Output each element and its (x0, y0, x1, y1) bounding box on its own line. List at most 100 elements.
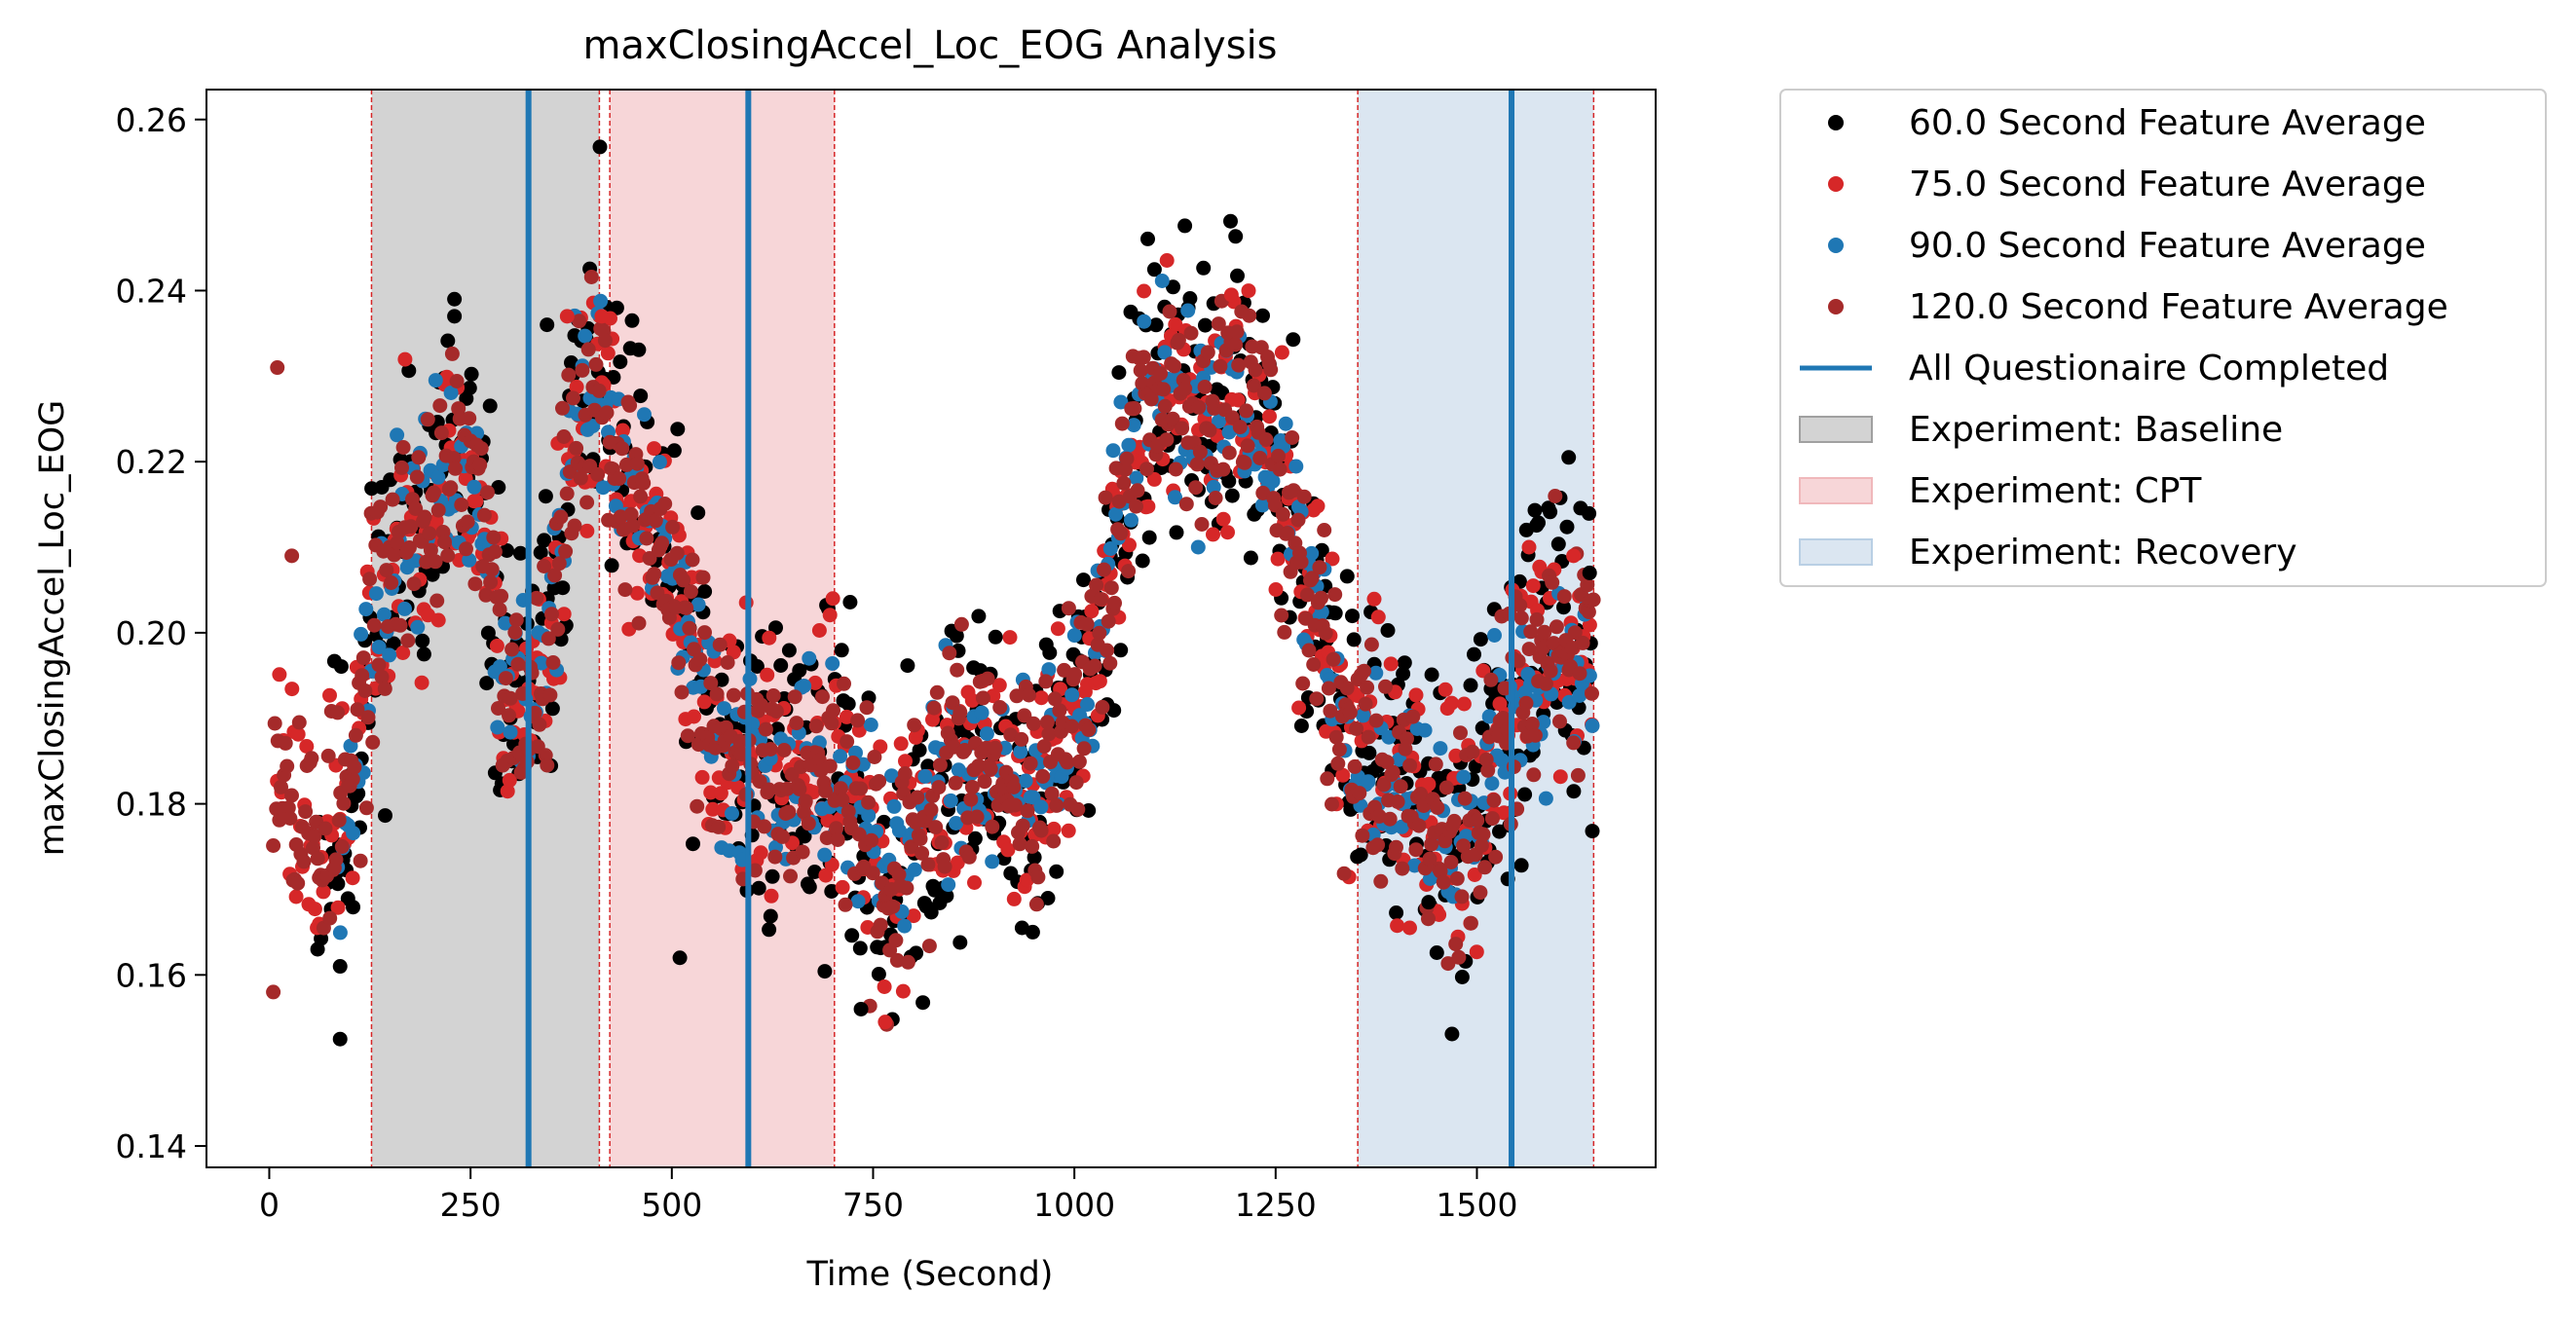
data-point (585, 419, 601, 434)
data-point (639, 531, 654, 546)
data-point (861, 808, 877, 824)
data-point (1136, 350, 1151, 365)
data-point (647, 441, 662, 457)
questionnaire-lines-layer (525, 90, 1515, 1167)
data-point (1060, 755, 1075, 770)
data-point (1171, 332, 1186, 348)
data-point (593, 293, 609, 309)
data-point (1033, 690, 1049, 706)
data-point (1274, 608, 1289, 623)
data-point (272, 812, 287, 828)
data-point (1009, 688, 1025, 704)
x-tick-label: 1250 (1235, 1186, 1317, 1224)
data-point (1512, 598, 1528, 613)
data-point (1014, 731, 1029, 747)
data-point (1548, 489, 1563, 503)
data-point (877, 1015, 893, 1030)
data-point (1194, 517, 1210, 532)
data-point (1451, 949, 1467, 965)
data-point (1393, 779, 1408, 794)
data-point (1000, 842, 1016, 858)
data-point (322, 687, 337, 703)
data-point (572, 314, 587, 329)
data-point (792, 663, 807, 679)
legend-label: All Questionaire Completed (1909, 349, 2389, 388)
data-point (1098, 490, 1113, 505)
data-point (1026, 716, 1041, 731)
data-point (861, 794, 877, 810)
data-point (1436, 874, 1451, 890)
data-point (829, 821, 844, 836)
data-point (822, 608, 838, 623)
data-point (872, 774, 887, 789)
data-point (299, 739, 315, 754)
data-point (1422, 851, 1437, 867)
data-point (541, 631, 556, 646)
data-point (1317, 523, 1332, 537)
data-point (1052, 703, 1067, 719)
legend-patch (1799, 416, 1873, 443)
data-point (797, 804, 812, 820)
data-point (1585, 685, 1599, 701)
data-point (1119, 451, 1135, 466)
data-point (617, 582, 633, 598)
data-point (1157, 345, 1173, 360)
data-point (430, 469, 446, 485)
data-point (781, 804, 797, 820)
data-point (1012, 836, 1027, 852)
data-point (1002, 630, 1018, 646)
data-point (1527, 502, 1543, 518)
data-point (1177, 381, 1193, 396)
data-point (1421, 776, 1437, 792)
data-point (1192, 444, 1208, 460)
data-point (623, 506, 639, 522)
data-point (537, 533, 552, 548)
data-point (943, 793, 958, 808)
data-point (282, 811, 298, 826)
data-point (604, 558, 619, 573)
data-point (1397, 655, 1412, 671)
data-point (422, 526, 437, 541)
data-point (931, 780, 947, 795)
data-point (751, 880, 766, 896)
data-point (447, 291, 463, 307)
data-point (625, 518, 641, 534)
data-point (449, 374, 465, 388)
x-tick-label: 500 (641, 1186, 702, 1224)
data-point (979, 726, 994, 742)
data-point (977, 774, 992, 790)
data-point (561, 367, 577, 383)
data-point (395, 440, 411, 455)
data-point (609, 300, 624, 315)
data-point (355, 650, 371, 666)
data-point (1206, 527, 1220, 542)
data-point (648, 513, 663, 529)
data-point (1585, 718, 1600, 733)
data-point (631, 342, 647, 357)
data-point (1135, 553, 1150, 569)
data-point (671, 655, 687, 671)
data-point (797, 829, 812, 844)
data-point (694, 769, 710, 785)
data-point (852, 941, 868, 956)
data-point (1146, 262, 1162, 277)
data-point (430, 612, 446, 628)
data-point (544, 607, 559, 622)
data-point (1133, 363, 1148, 378)
data-point (703, 676, 719, 691)
data-point (284, 682, 300, 697)
data-point (401, 363, 417, 379)
data-point (334, 839, 350, 854)
data-point (1215, 461, 1231, 477)
data-point (1521, 642, 1537, 657)
data-point (1102, 541, 1118, 556)
data-point (406, 576, 422, 592)
legend-label: Experiment: CPT (1909, 471, 2202, 511)
data-point (555, 580, 571, 596)
data-point (1066, 628, 1082, 644)
data-point (592, 139, 608, 155)
data-point (833, 749, 848, 764)
data-point (502, 772, 517, 788)
data-point (1470, 813, 1485, 828)
